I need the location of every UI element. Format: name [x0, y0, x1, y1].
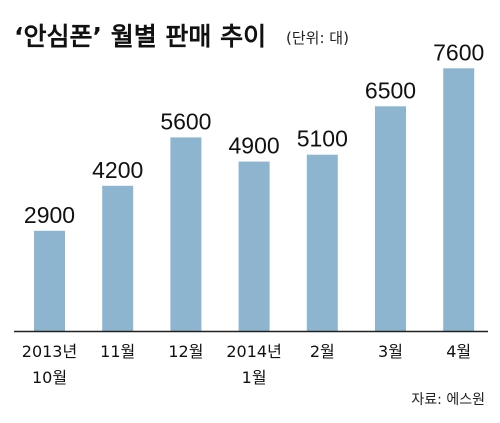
x-tick-label-3-0: 2014년	[226, 342, 281, 361]
value-label-4: 5100	[297, 126, 348, 152]
x-tick-label-0-1: 10월	[32, 368, 67, 387]
bar-3	[238, 161, 270, 331]
x-tick-label-1-0: 11월	[100, 342, 135, 361]
bar-4	[306, 154, 338, 331]
x-tick-label-2-0: 12월	[168, 342, 203, 361]
value-label-1: 4200	[92, 157, 143, 183]
source-note: 자료: 에스원	[411, 392, 485, 408]
bar-0	[34, 230, 65, 331]
bars-group	[34, 68, 475, 332]
value-label-0: 2900	[24, 202, 75, 228]
x-tick-label-5-0: 3월	[378, 342, 403, 361]
x-tick-label-6-0: 4월	[446, 342, 471, 361]
bar-5	[375, 106, 406, 331]
value-label-2: 5600	[160, 108, 211, 134]
bar-1	[102, 185, 134, 331]
value-label-6: 7600	[433, 39, 484, 65]
bar-2	[170, 137, 202, 331]
value-labels-group: 2900 4200 5600 4900 5100 6500 7600	[24, 39, 484, 228]
bar-6	[443, 68, 475, 332]
x-tick-labels-group: 2013년 10월 11월 12월 2014년 1월 2월 3월 4월	[22, 342, 471, 387]
x-tick-label-3-1: 1월	[242, 368, 267, 387]
chart-title: ‘안심폰’ 월별 판매 추이	[14, 22, 266, 51]
x-tick-label-0-0: 2013년	[22, 342, 77, 361]
unit-note: (단위: 대)	[286, 29, 349, 47]
value-label-3: 4900	[229, 133, 280, 159]
x-tick-label-4-0: 2월	[310, 342, 335, 361]
value-label-5: 6500	[365, 77, 416, 103]
